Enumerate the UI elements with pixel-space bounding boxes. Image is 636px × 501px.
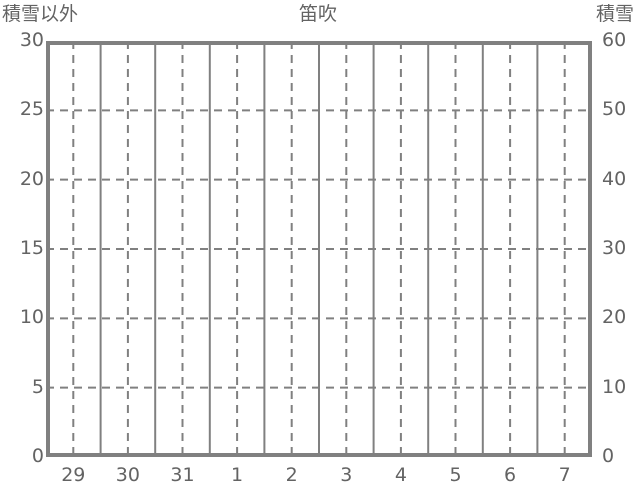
right-axis-tick-label: 20 <box>602 306 627 329</box>
right-axis-tick-label: 60 <box>602 29 627 51</box>
left-axis-tick-label: 10 <box>19 306 44 329</box>
x-axis-tick-label: 3 <box>340 464 353 486</box>
right-axis-tick-label: 0 <box>602 445 615 467</box>
x-axis-tick-label: 1 <box>231 464 244 486</box>
x-axis-tick-label: 2 <box>285 464 298 486</box>
x-axis-tick-label: 7 <box>558 464 571 486</box>
x-axis-tick-label: 29 <box>61 464 86 486</box>
left-axis-caption: 積雪以外 <box>2 3 79 25</box>
left-axis-tick-label: 15 <box>19 237 44 259</box>
x-axis-tick-label: 5 <box>449 464 462 486</box>
right-axis-tick-label: 30 <box>602 237 627 259</box>
right-axis-tick-label: 50 <box>602 98 627 121</box>
right-axis-caption: 積雪 <box>595 3 634 25</box>
major-vertical-gridlines <box>99 41 539 457</box>
x-axis-tick-label: 4 <box>394 464 407 486</box>
x-axis-tick-label: 6 <box>504 464 517 486</box>
grid-lines <box>46 41 592 457</box>
plot-inner <box>46 41 592 457</box>
right-axis-tick-label: 10 <box>602 375 627 398</box>
left-axis-tick-label: 30 <box>19 29 44 51</box>
left-axis-tick-label: 5 <box>31 375 44 398</box>
right-axis-tick-label: 40 <box>602 167 627 190</box>
x-axis-tick-label: 30 <box>115 464 140 486</box>
left-axis-tick-label: 25 <box>19 98 44 121</box>
x-axis-tick-label: 31 <box>170 464 195 486</box>
plot-area <box>46 41 592 457</box>
chart-title: 笛吹 <box>298 3 337 25</box>
left-axis-tick-label: 0 <box>31 445 44 467</box>
left-axis-tick-label: 20 <box>19 167 44 190</box>
